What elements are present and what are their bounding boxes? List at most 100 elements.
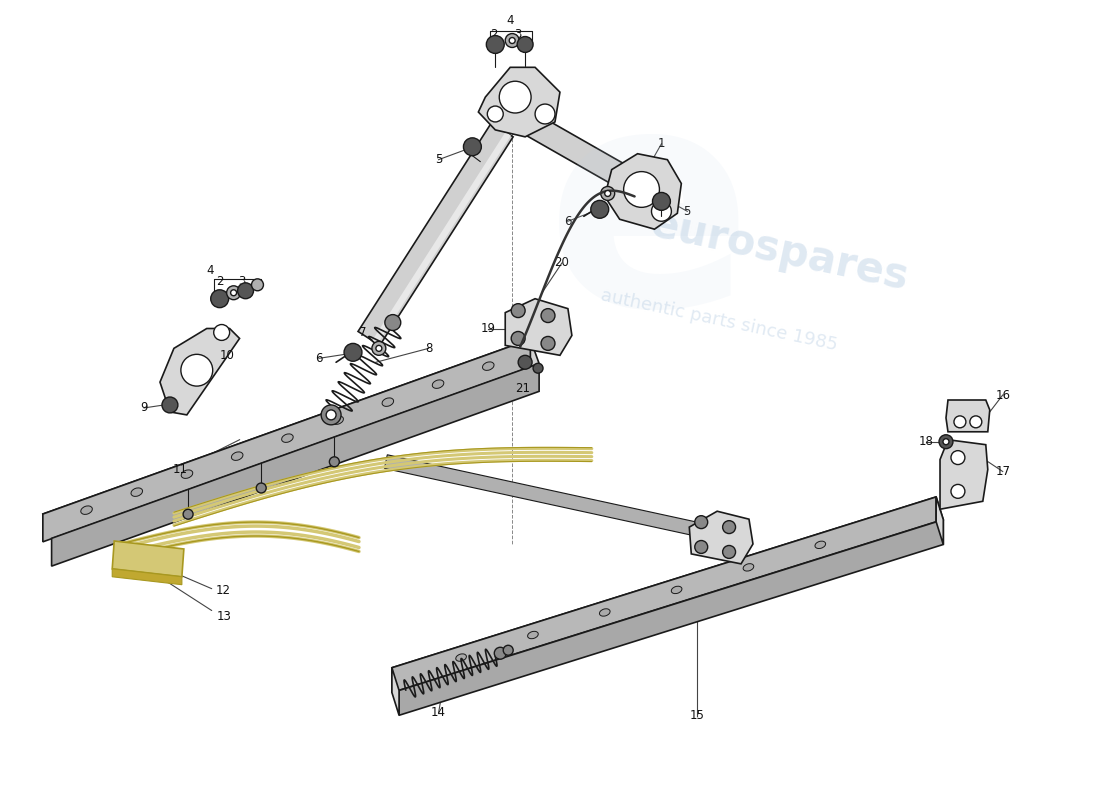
Ellipse shape	[332, 416, 343, 424]
Text: 13: 13	[217, 610, 231, 623]
Circle shape	[534, 363, 543, 373]
Circle shape	[601, 186, 615, 200]
Circle shape	[487, 106, 503, 122]
Ellipse shape	[80, 506, 92, 514]
Circle shape	[512, 304, 525, 318]
Circle shape	[463, 138, 482, 156]
Circle shape	[652, 193, 670, 210]
Polygon shape	[384, 454, 720, 541]
Ellipse shape	[432, 380, 443, 388]
Text: 7: 7	[614, 173, 622, 186]
Text: 4: 4	[506, 14, 514, 27]
Polygon shape	[112, 541, 184, 577]
Circle shape	[238, 283, 253, 298]
Circle shape	[505, 34, 519, 47]
Ellipse shape	[131, 488, 143, 496]
Polygon shape	[43, 339, 530, 542]
Circle shape	[723, 546, 736, 558]
Circle shape	[541, 337, 556, 350]
Circle shape	[939, 434, 953, 449]
Polygon shape	[505, 298, 572, 355]
Circle shape	[943, 438, 949, 445]
Circle shape	[499, 82, 531, 113]
Text: 6: 6	[316, 352, 323, 365]
Circle shape	[256, 483, 266, 493]
Ellipse shape	[455, 654, 466, 662]
Circle shape	[541, 309, 556, 322]
Ellipse shape	[231, 452, 243, 460]
Circle shape	[651, 202, 671, 222]
Text: eurospares: eurospares	[646, 203, 912, 299]
Circle shape	[512, 331, 525, 346]
Polygon shape	[936, 497, 944, 545]
Text: 16: 16	[996, 389, 1010, 402]
Ellipse shape	[528, 631, 538, 638]
Circle shape	[494, 647, 506, 659]
Circle shape	[162, 397, 178, 413]
Ellipse shape	[744, 564, 754, 571]
Text: 14: 14	[431, 706, 447, 719]
Ellipse shape	[382, 398, 394, 406]
Ellipse shape	[600, 609, 610, 616]
Text: 3: 3	[238, 275, 245, 288]
Text: 12: 12	[217, 584, 231, 597]
Circle shape	[723, 521, 736, 534]
Text: 3: 3	[515, 28, 521, 41]
Ellipse shape	[483, 362, 494, 370]
Ellipse shape	[282, 434, 294, 442]
Polygon shape	[605, 154, 681, 229]
Circle shape	[321, 405, 341, 425]
Circle shape	[952, 450, 965, 465]
Ellipse shape	[815, 541, 826, 549]
Circle shape	[970, 416, 982, 428]
Circle shape	[591, 200, 608, 218]
Circle shape	[231, 290, 236, 296]
Circle shape	[372, 342, 386, 355]
Circle shape	[213, 325, 230, 341]
Text: e: e	[546, 73, 754, 370]
Polygon shape	[525, 114, 640, 194]
Polygon shape	[358, 123, 513, 346]
Text: 18: 18	[918, 435, 934, 448]
Text: 15: 15	[690, 710, 705, 722]
Circle shape	[180, 354, 212, 386]
Circle shape	[183, 510, 194, 519]
Polygon shape	[160, 329, 240, 415]
Polygon shape	[392, 668, 399, 715]
Text: 19: 19	[481, 322, 496, 335]
Polygon shape	[690, 511, 754, 564]
Circle shape	[952, 485, 965, 498]
Circle shape	[517, 37, 534, 53]
Text: 5: 5	[683, 205, 691, 218]
Circle shape	[227, 286, 241, 300]
Circle shape	[486, 35, 504, 54]
Text: 10: 10	[219, 349, 234, 362]
Text: 5: 5	[434, 153, 442, 166]
Polygon shape	[372, 132, 510, 344]
Polygon shape	[946, 400, 990, 432]
Circle shape	[695, 541, 707, 554]
Text: 9: 9	[141, 402, 147, 414]
Polygon shape	[399, 520, 944, 715]
Polygon shape	[112, 569, 182, 585]
Text: 20: 20	[554, 257, 570, 270]
Circle shape	[509, 38, 515, 43]
Circle shape	[624, 171, 659, 207]
Text: 2: 2	[491, 28, 498, 41]
Text: 7: 7	[360, 326, 366, 339]
Circle shape	[329, 457, 339, 466]
Text: 21: 21	[515, 382, 529, 394]
Ellipse shape	[671, 586, 682, 594]
Circle shape	[252, 279, 264, 290]
Circle shape	[344, 343, 362, 362]
Polygon shape	[43, 339, 539, 538]
Polygon shape	[392, 497, 936, 693]
Circle shape	[376, 346, 382, 351]
Text: 6: 6	[564, 214, 572, 228]
Circle shape	[695, 516, 707, 529]
Circle shape	[605, 190, 610, 197]
Polygon shape	[52, 363, 539, 566]
Circle shape	[385, 314, 400, 330]
Text: 11: 11	[173, 463, 187, 476]
Polygon shape	[392, 497, 944, 690]
